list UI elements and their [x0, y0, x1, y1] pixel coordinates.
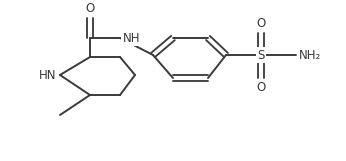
- Text: O: O: [85, 2, 94, 15]
- Text: NH: NH: [123, 32, 140, 44]
- Text: S: S: [257, 48, 265, 62]
- Text: HN: HN: [38, 68, 56, 81]
- Text: O: O: [256, 81, 266, 94]
- Text: NH₂: NH₂: [299, 48, 321, 62]
- Text: O: O: [256, 17, 266, 30]
